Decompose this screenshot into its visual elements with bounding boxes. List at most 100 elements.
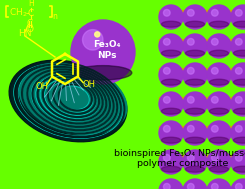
Text: polymer composite: polymer composite [137, 159, 229, 167]
Ellipse shape [185, 21, 205, 27]
Circle shape [183, 150, 207, 174]
Circle shape [231, 121, 245, 145]
Circle shape [183, 5, 207, 29]
Circle shape [211, 9, 218, 16]
Text: HN: HN [18, 29, 32, 39]
Text: Fe₃O₄
NPs: Fe₃O₄ NPs [93, 40, 121, 60]
Ellipse shape [233, 79, 245, 85]
Circle shape [235, 154, 242, 161]
Ellipse shape [185, 166, 205, 172]
Ellipse shape [185, 108, 205, 114]
Circle shape [183, 121, 207, 145]
Ellipse shape [209, 166, 229, 172]
Circle shape [235, 125, 242, 132]
Circle shape [187, 67, 194, 74]
Ellipse shape [185, 50, 205, 56]
Circle shape [235, 96, 242, 103]
Circle shape [231, 179, 245, 189]
Bar [159, 126, 245, 131]
Circle shape [207, 121, 231, 145]
Circle shape [187, 125, 194, 132]
Text: OH: OH [82, 80, 95, 89]
Circle shape [231, 5, 245, 29]
Bar [159, 97, 245, 102]
Ellipse shape [233, 21, 245, 27]
Ellipse shape [185, 79, 205, 85]
Circle shape [207, 5, 231, 29]
Circle shape [231, 63, 245, 87]
Circle shape [211, 125, 218, 132]
Text: O: O [26, 25, 34, 33]
Text: H: H [28, 0, 34, 8]
Ellipse shape [161, 79, 181, 85]
Circle shape [163, 9, 170, 16]
Circle shape [159, 121, 183, 145]
Text: C: C [28, 9, 34, 18]
Circle shape [187, 154, 194, 161]
Ellipse shape [19, 63, 127, 135]
Bar [159, 155, 245, 160]
Circle shape [187, 96, 194, 103]
Ellipse shape [209, 50, 229, 56]
Circle shape [159, 92, 183, 116]
Text: bioinspired Fe₃O₄ NPs/mussel: bioinspired Fe₃O₄ NPs/mussel [114, 149, 245, 159]
Circle shape [211, 67, 218, 74]
Ellipse shape [74, 66, 132, 80]
Circle shape [187, 38, 194, 45]
Bar [159, 10, 245, 15]
Circle shape [83, 30, 103, 50]
Circle shape [235, 9, 242, 16]
Ellipse shape [209, 79, 229, 85]
Ellipse shape [185, 137, 205, 143]
Circle shape [159, 34, 183, 58]
Ellipse shape [161, 166, 181, 172]
Text: OH: OH [36, 82, 49, 91]
Circle shape [207, 179, 231, 189]
Circle shape [235, 184, 242, 189]
Circle shape [207, 34, 231, 58]
Ellipse shape [233, 137, 245, 143]
Circle shape [235, 67, 242, 74]
Circle shape [71, 20, 135, 84]
Circle shape [211, 38, 218, 45]
Bar [159, 68, 245, 73]
Circle shape [95, 32, 100, 37]
Ellipse shape [161, 21, 181, 27]
Circle shape [207, 150, 231, 174]
Circle shape [163, 125, 170, 132]
Ellipse shape [233, 50, 245, 56]
Ellipse shape [233, 166, 245, 172]
Circle shape [159, 63, 183, 87]
Text: n: n [52, 12, 57, 21]
Bar [159, 39, 245, 44]
Circle shape [163, 96, 170, 103]
Text: -: - [26, 8, 29, 18]
Circle shape [163, 184, 170, 189]
Circle shape [211, 184, 218, 189]
Circle shape [183, 92, 207, 116]
Circle shape [231, 150, 245, 174]
Circle shape [159, 5, 183, 29]
Circle shape [159, 179, 183, 189]
Circle shape [183, 34, 207, 58]
Circle shape [207, 92, 231, 116]
Ellipse shape [161, 50, 181, 56]
Circle shape [211, 154, 218, 161]
Ellipse shape [9, 60, 127, 142]
Ellipse shape [233, 108, 245, 114]
Circle shape [187, 184, 194, 189]
Circle shape [183, 179, 207, 189]
Ellipse shape [209, 137, 229, 143]
Ellipse shape [209, 21, 229, 27]
Circle shape [211, 96, 218, 103]
Circle shape [163, 38, 170, 45]
Circle shape [231, 34, 245, 58]
Text: C: C [27, 19, 33, 28]
Circle shape [207, 63, 231, 87]
Text: $\mathregular{CH_2}$: $\mathregular{CH_2}$ [9, 7, 27, 19]
Circle shape [159, 150, 183, 174]
Circle shape [231, 92, 245, 116]
Circle shape [235, 38, 242, 45]
Circle shape [163, 67, 170, 74]
Ellipse shape [209, 108, 229, 114]
